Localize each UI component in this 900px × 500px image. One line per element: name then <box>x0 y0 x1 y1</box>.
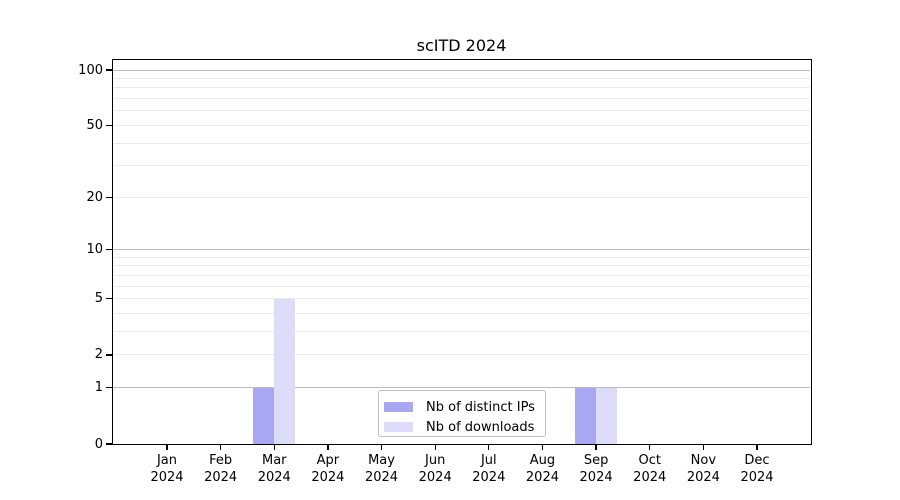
x-tick-mark <box>380 445 383 450</box>
x-tick-label: Jun 2024 <box>418 453 452 485</box>
legend-swatch-icon <box>384 422 413 432</box>
y-tick-label: 20 <box>86 189 103 205</box>
gridline-minor <box>113 256 810 258</box>
legend-item: Nb of distinct IPs <box>384 397 545 417</box>
gridline-minor <box>113 110 810 112</box>
gridline-minor <box>113 331 810 333</box>
x-tick-mark <box>327 445 329 450</box>
gridline-minor <box>113 298 810 300</box>
y-tick-mark <box>105 69 113 71</box>
x-tick-label: Jul 2024 <box>472 453 506 485</box>
x-tick-mark <box>219 445 222 450</box>
y-tick-label: 50 <box>86 117 103 133</box>
x-tick-mark <box>649 445 651 450</box>
x-tick-label: Dec 2024 <box>740 453 774 485</box>
x-tick-mark <box>488 445 490 450</box>
gridline-minor <box>113 274 810 276</box>
legend-item: Nb of downloads <box>384 417 545 437</box>
bar-nb-of-distinct-ips <box>253 387 275 444</box>
gridline-minor <box>113 196 810 198</box>
gridline-minor <box>113 98 810 100</box>
x-tick-mark <box>595 445 597 450</box>
legend-label: Nb of downloads <box>426 419 535 435</box>
gridline-decade <box>113 249 810 251</box>
x-tick-mark <box>166 445 168 450</box>
gridline-minor <box>113 285 810 287</box>
y-tick-mark <box>105 443 113 445</box>
x-tick-label: Apr 2024 <box>311 453 345 485</box>
y-tick-label: 10 <box>86 242 103 258</box>
gridline-minor <box>113 77 810 79</box>
x-tick-mark <box>541 445 544 450</box>
x-tick-mark <box>756 445 758 450</box>
legend-swatch-icon <box>384 402 413 412</box>
legend-label: Nb of distinct IPs <box>426 399 535 415</box>
legend-box: Nb of distinct IPs Nb of downloads <box>378 390 546 437</box>
gridline-minor <box>113 165 810 167</box>
gridline-minor <box>113 313 810 315</box>
bar-nb-of-distinct-ips <box>575 387 597 444</box>
gridline-minor <box>113 87 810 89</box>
gridline-decade <box>113 69 810 71</box>
chart-title: scITD 2024 <box>416 36 507 55</box>
bar-nb-of-downloads <box>274 298 296 444</box>
y-tick-mark <box>105 196 113 198</box>
x-tick-label: Jan 2024 <box>150 453 184 485</box>
x-tick-mark <box>702 445 704 450</box>
x-tick-label: Aug 2024 <box>525 453 559 485</box>
bar-nb-of-downloads <box>596 387 618 444</box>
x-tick-label: Feb 2024 <box>204 453 238 485</box>
x-tick-label: Sep 2024 <box>579 453 613 485</box>
y-tick-label: 2 <box>94 347 103 363</box>
gridline-minor <box>113 124 810 126</box>
y-tick-label: 100 <box>78 62 103 78</box>
y-tick-mark <box>105 249 113 251</box>
x-tick-label: Mar 2024 <box>257 453 291 485</box>
gridline-minor <box>113 354 810 356</box>
gridline-minor <box>113 265 810 267</box>
y-tick-label: 0 <box>94 436 103 452</box>
x-tick-mark <box>434 445 436 450</box>
gridline-minor <box>113 142 810 144</box>
y-tick-label: 5 <box>94 291 103 307</box>
x-tick-mark <box>273 445 275 450</box>
y-tick-mark <box>105 124 113 127</box>
y-tick-mark <box>105 354 113 356</box>
y-tick-mark <box>105 387 113 389</box>
y-tick-label: 1 <box>94 380 103 396</box>
x-tick-label: Oct 2024 <box>633 453 667 485</box>
x-tick-label: Nov 2024 <box>686 453 720 485</box>
gridline-decade <box>113 387 810 389</box>
x-tick-label: May 2024 <box>364 453 399 485</box>
y-tick-mark <box>105 298 113 300</box>
